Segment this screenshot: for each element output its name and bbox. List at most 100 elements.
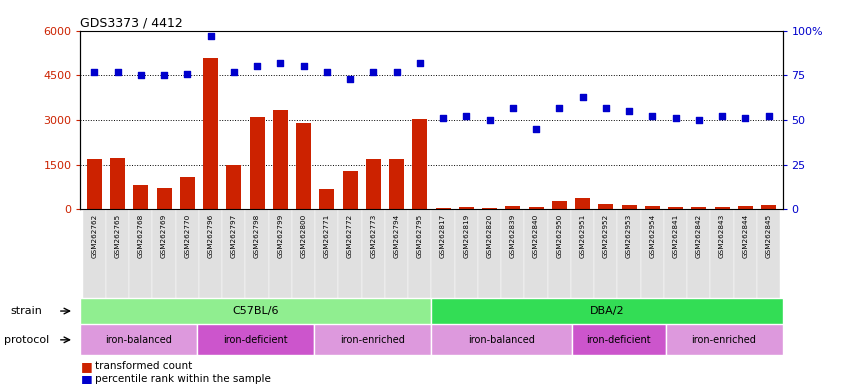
Bar xyxy=(715,207,729,209)
Bar xyxy=(87,159,102,209)
Point xyxy=(157,72,171,78)
Bar xyxy=(575,198,591,209)
Bar xyxy=(409,209,431,298)
Text: GSM262765: GSM262765 xyxy=(114,214,121,258)
Bar xyxy=(338,209,362,298)
Point xyxy=(739,115,752,121)
Point xyxy=(762,113,776,119)
Bar xyxy=(319,189,334,209)
Bar xyxy=(711,209,733,298)
Bar xyxy=(179,177,195,209)
Text: GSM262795: GSM262795 xyxy=(417,214,423,258)
Bar xyxy=(110,158,125,209)
Bar xyxy=(547,209,571,298)
Point xyxy=(692,117,706,123)
Bar xyxy=(80,324,197,355)
Bar xyxy=(482,208,497,209)
Bar xyxy=(176,209,199,298)
Text: C57BL/6: C57BL/6 xyxy=(233,306,279,316)
Bar xyxy=(222,209,245,298)
Point xyxy=(366,69,380,75)
Bar xyxy=(245,209,269,298)
Point xyxy=(297,63,310,70)
Text: percentile rank within the sample: percentile rank within the sample xyxy=(95,374,271,384)
Text: GSM262840: GSM262840 xyxy=(533,214,539,258)
Bar xyxy=(431,324,572,355)
Text: GSM262769: GSM262769 xyxy=(161,214,167,258)
Point xyxy=(390,69,404,75)
Bar xyxy=(269,209,292,298)
Point xyxy=(437,115,450,121)
Text: GSM262954: GSM262954 xyxy=(650,214,656,258)
Point xyxy=(669,115,683,121)
Point xyxy=(320,69,333,75)
Text: GSM262773: GSM262773 xyxy=(371,214,376,258)
Text: GSM262842: GSM262842 xyxy=(696,214,702,258)
Bar xyxy=(622,205,637,209)
Bar xyxy=(668,207,684,209)
Text: GSM262771: GSM262771 xyxy=(324,214,330,258)
Text: protocol: protocol xyxy=(4,335,49,345)
Bar xyxy=(362,209,385,298)
Text: ■: ■ xyxy=(81,360,93,373)
Bar xyxy=(618,209,640,298)
Bar xyxy=(431,298,783,324)
Bar xyxy=(459,207,474,209)
Bar xyxy=(645,206,660,209)
Point xyxy=(250,63,264,70)
Bar xyxy=(640,209,664,298)
Text: GSM262950: GSM262950 xyxy=(557,214,563,258)
Bar xyxy=(501,209,525,298)
Point xyxy=(716,113,729,119)
Text: iron-deficient: iron-deficient xyxy=(586,335,651,345)
Point xyxy=(180,71,194,77)
Point xyxy=(111,69,124,75)
Bar xyxy=(250,117,265,209)
Bar xyxy=(664,209,687,298)
Bar xyxy=(738,206,753,209)
Text: iron-enriched: iron-enriched xyxy=(340,335,405,345)
Bar xyxy=(315,324,431,355)
Text: GSM262844: GSM262844 xyxy=(742,214,749,258)
Text: iron-balanced: iron-balanced xyxy=(468,335,536,345)
Bar xyxy=(529,207,544,209)
Bar xyxy=(454,209,478,298)
Point xyxy=(599,104,613,111)
Text: GSM262841: GSM262841 xyxy=(673,214,678,258)
Bar xyxy=(343,170,358,209)
Text: GSM262820: GSM262820 xyxy=(486,214,492,258)
Text: GSM262953: GSM262953 xyxy=(626,214,632,258)
Text: GSM262794: GSM262794 xyxy=(393,214,399,258)
Point xyxy=(576,94,590,100)
Text: GSM262799: GSM262799 xyxy=(277,214,283,258)
Bar xyxy=(152,209,176,298)
Bar xyxy=(197,324,315,355)
Point xyxy=(506,104,519,111)
Text: GSM262772: GSM262772 xyxy=(347,214,353,258)
Point xyxy=(273,60,287,66)
Bar xyxy=(134,185,148,209)
Bar xyxy=(478,209,501,298)
Text: GSM262797: GSM262797 xyxy=(231,214,237,258)
Bar xyxy=(691,207,706,209)
Bar xyxy=(106,209,129,298)
Text: GSM262952: GSM262952 xyxy=(603,214,609,258)
Text: GSM262843: GSM262843 xyxy=(719,214,725,258)
Bar xyxy=(525,209,547,298)
Text: iron-balanced: iron-balanced xyxy=(106,335,173,345)
Point xyxy=(552,104,566,111)
Bar xyxy=(199,209,222,298)
Point xyxy=(459,113,473,119)
Text: transformed count: transformed count xyxy=(95,361,192,371)
Bar xyxy=(203,58,218,209)
Bar xyxy=(83,209,106,298)
Text: iron-deficient: iron-deficient xyxy=(223,335,288,345)
Text: GSM262951: GSM262951 xyxy=(580,214,585,258)
Point xyxy=(623,108,636,114)
Bar xyxy=(431,209,454,298)
Point xyxy=(227,69,240,75)
Text: GSM262839: GSM262839 xyxy=(510,214,516,258)
Bar xyxy=(666,324,783,355)
Text: ■: ■ xyxy=(81,373,93,384)
Bar xyxy=(552,201,567,209)
